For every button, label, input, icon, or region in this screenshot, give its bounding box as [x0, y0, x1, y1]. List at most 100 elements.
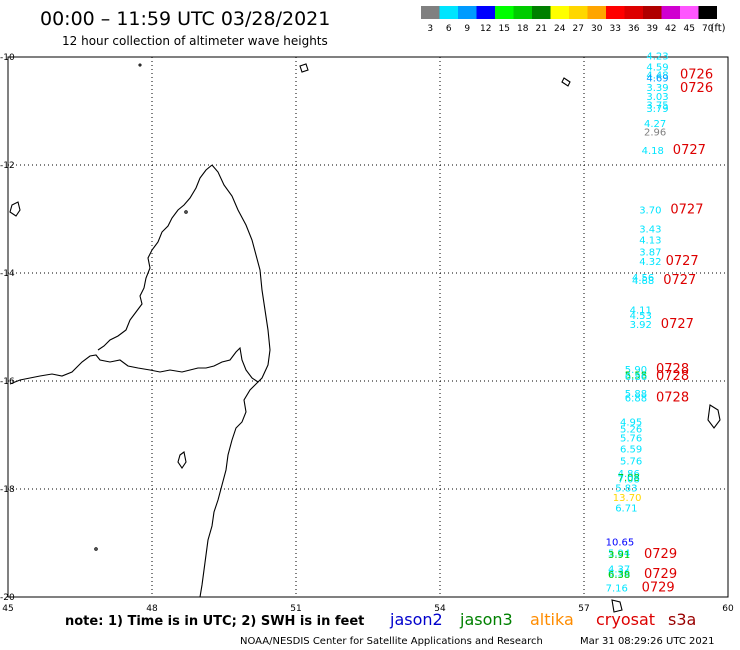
- swh-value: 4.13: [639, 235, 661, 246]
- legend-unit: (ft): [710, 23, 725, 34]
- swh-value: 4.48: [646, 71, 668, 82]
- legend-swatch: [587, 6, 606, 19]
- lon-tick-label: 57: [578, 604, 589, 614]
- legend-swatch: [569, 6, 588, 19]
- satellite-legend: jason2 jason3 altika cryosat s3a: [389, 610, 696, 629]
- swh-value: 3.79: [646, 104, 668, 115]
- legend-swatch: [624, 6, 643, 19]
- legend-label: 15: [499, 24, 510, 34]
- swh-value: 5.83: [615, 484, 637, 495]
- islet: [94, 547, 98, 551]
- lat-tick-label: -14: [0, 269, 15, 279]
- lon-tick-label: 45: [2, 604, 13, 614]
- island-east: [561, 77, 571, 87]
- madagascar-south-coast: [199, 381, 259, 598]
- legend-swatch: [495, 6, 514, 19]
- legend-label: 3: [427, 24, 433, 34]
- swh-value: 3.92: [630, 320, 652, 331]
- swh-value: 2.96: [644, 127, 666, 138]
- legend-swatch: [661, 6, 680, 19]
- mayotte-island: [177, 451, 187, 469]
- legend-swatch: [550, 6, 569, 19]
- swh-value: 5.88: [625, 389, 647, 400]
- swh-value: 3.75: [646, 100, 668, 111]
- swh-value: 4.18: [642, 146, 664, 157]
- swh-value: 3.43: [639, 225, 661, 236]
- lat-tick-label: -20: [0, 593, 15, 603]
- swh-value: 4.27: [644, 119, 666, 130]
- footer-timestamp: Mar 31 08:29:26 UTC 2021: [580, 636, 715, 647]
- swh-value: 6.38: [608, 570, 630, 581]
- map-frame: [7, 56, 729, 598]
- coastlines: [9, 63, 721, 613]
- swh-value: 3.91: [608, 550, 630, 561]
- lat-tick-label: -16: [0, 377, 15, 387]
- legend-swatch: [606, 6, 625, 19]
- satellite-name: s3a: [668, 610, 696, 629]
- pass-time: 0729: [642, 581, 675, 596]
- swh-value: 6.36: [608, 568, 630, 579]
- swh-value: 5.76: [620, 433, 642, 444]
- lon-tick-label: 54: [434, 604, 446, 614]
- axis-labels: 45 48 51 54 57 60 -10 -12 -14 -16 -18 -20: [0, 53, 734, 614]
- legend-label: 70: [702, 24, 714, 34]
- legend-label: 21: [536, 24, 547, 34]
- lat-tick-label: -10: [0, 53, 15, 63]
- swh-value: 5.94: [608, 549, 630, 560]
- swh-value: 10.65: [606, 538, 635, 549]
- legend-swatch: [532, 6, 551, 19]
- pass-time: 0727: [661, 317, 694, 332]
- madagascar-west-coast: [97, 164, 213, 351]
- legend-label: 42: [665, 24, 676, 34]
- satellite-name: altika: [530, 610, 574, 629]
- swh-value: 5.76: [620, 457, 642, 468]
- swh-value: 4.69: [646, 73, 668, 84]
- pass-time: 0726: [680, 81, 713, 96]
- legend-label: 39: [647, 24, 659, 34]
- island-north: [299, 63, 309, 73]
- swh-value: 7.16: [606, 584, 628, 595]
- legend-swatch: [698, 6, 717, 19]
- swh-value: 6.88: [625, 394, 647, 405]
- legend-swatch: [513, 6, 532, 19]
- swh-value: 5.90: [625, 365, 647, 376]
- swh-value: 4.23: [646, 52, 668, 63]
- swh-value: 4.88: [632, 276, 654, 287]
- swh-value: 4.59: [646, 63, 668, 74]
- swh-value: 7.08: [618, 475, 640, 486]
- islet: [138, 63, 142, 67]
- pass-time: 0729: [644, 567, 677, 582]
- swh-value: 13.70: [613, 493, 642, 504]
- legend-label: 30: [591, 24, 603, 34]
- legend-swatch: [421, 6, 440, 19]
- map-subtitle: 12 hour collection of altimeter wave hei…: [62, 34, 328, 48]
- swh-value: 4.95: [620, 417, 642, 428]
- pass-time: 0727: [670, 203, 703, 218]
- pass-time: 0727: [663, 273, 696, 288]
- lat-tick-label: -12: [0, 161, 15, 171]
- legend-swatch: [458, 6, 477, 19]
- pass-time: 0726: [680, 68, 713, 83]
- pass-time: 0727: [666, 254, 699, 269]
- legend-label: 9: [464, 24, 470, 34]
- legend-label: 36: [628, 24, 640, 34]
- legend-label: 27: [573, 24, 584, 34]
- swh-value: 6.86: [625, 372, 647, 383]
- pass-time: 0728: [656, 391, 689, 406]
- legend-label: 12: [480, 24, 491, 34]
- map-title: 00:00 – 11:59 UTC 03/28/2021: [40, 8, 330, 30]
- legend-label: 24: [554, 24, 566, 34]
- swh-value: 5.58: [625, 370, 647, 381]
- lon-tick-label: 60: [722, 604, 734, 614]
- lon-tick-label: 51: [290, 604, 301, 614]
- lon-tick-label: 48: [146, 604, 158, 614]
- swh-value: 4.11: [630, 306, 652, 317]
- legend-swatch: [643, 6, 662, 19]
- islet: [184, 210, 188, 214]
- legend-label: 33: [610, 24, 621, 34]
- satellite-name: jason3: [459, 610, 513, 629]
- legend-swatch: [439, 6, 458, 19]
- color-legend: 3 6 9 12 15 18 21 24 27 30 33 36 39 42 45 70: [421, 6, 717, 34]
- swh-value: 4.37: [608, 565, 630, 576]
